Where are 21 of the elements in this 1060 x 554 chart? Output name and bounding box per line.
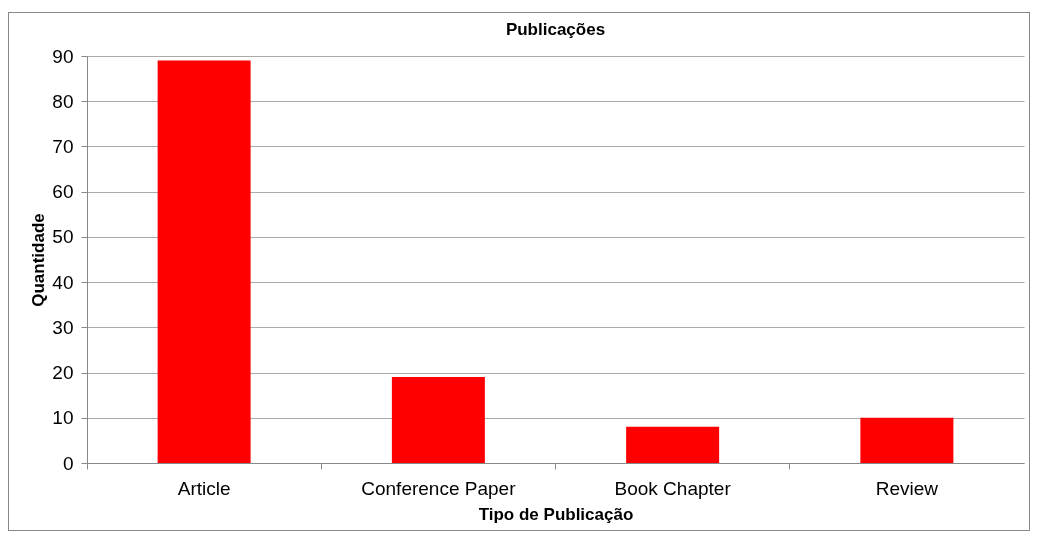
bar <box>391 377 485 463</box>
bar <box>860 417 954 463</box>
y-tick-label: 90 <box>52 45 74 67</box>
y-tick-label: 70 <box>52 135 74 157</box>
y-tick-label: 30 <box>52 316 74 338</box>
y-tick-label: 40 <box>52 271 74 293</box>
bar <box>157 60 251 463</box>
x-axis-title: Tipo de Publicação <box>478 504 634 524</box>
x-tick-label: Conference Paper <box>361 477 517 499</box>
y-tick-label: 0 <box>62 452 74 474</box>
y-tick-label: 50 <box>52 226 74 248</box>
chart-title: Publicações <box>505 20 606 39</box>
y-tick-label: 60 <box>52 181 74 203</box>
x-tick-label: Review <box>875 477 939 499</box>
x-tick-label: Article <box>177 477 231 499</box>
bar <box>626 426 720 463</box>
x-tick-label: Book Chapter <box>614 477 732 499</box>
y-tick-label: 80 <box>52 90 74 112</box>
y-tick-label: 20 <box>52 362 74 384</box>
y-tick-label: 10 <box>52 407 74 429</box>
y-axis-title: Quantidade <box>29 213 49 307</box>
